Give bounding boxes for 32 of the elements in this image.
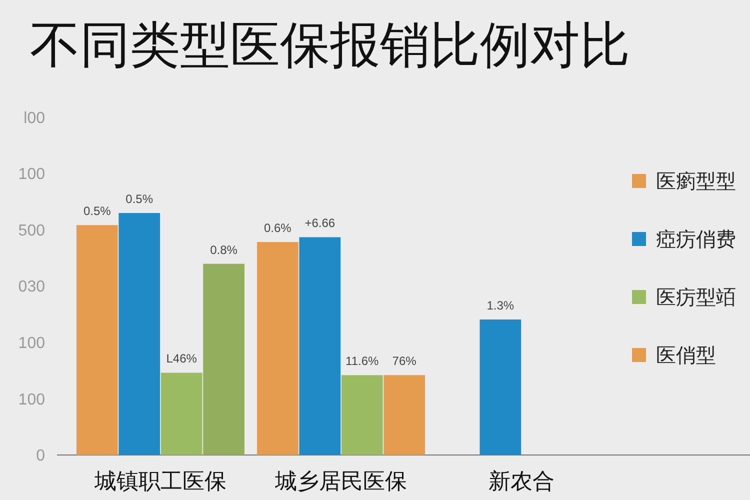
bar — [160, 372, 202, 455]
legend-label: 瘂疠俏费 — [656, 229, 736, 251]
bar — [341, 375, 383, 455]
annotation: 1.3% — [486, 298, 514, 312]
annotation: 0.6% — [264, 221, 292, 236]
x-tick-label: 新农合 — [488, 468, 555, 494]
bar — [76, 225, 118, 455]
text: 0.5% — [126, 192, 154, 206]
x-tick-label: 城镇职工医保 — [93, 468, 226, 494]
bar — [118, 213, 160, 455]
bar — [256, 242, 298, 455]
annotation: 11.6% — [346, 354, 379, 368]
chart-title: 不同类型医保报销比例对比 — [30, 17, 630, 73]
text: l00 — [24, 110, 46, 127]
text: 0 — [36, 448, 46, 465]
annotation: +6.66 — [304, 216, 336, 230]
legend-label: 医俏型 — [656, 345, 716, 367]
bar — [203, 264, 244, 455]
annotation: 76% — [392, 354, 417, 368]
text: 100 — [18, 335, 46, 352]
x-tick-label: 城乡居民医保 — [274, 468, 407, 494]
bar — [299, 237, 341, 455]
annotation: 0.8% — [210, 242, 238, 257]
text: 030 — [18, 278, 46, 296]
bar — [480, 319, 522, 455]
annotation: L46% — [166, 352, 198, 366]
text: 100 — [18, 166, 46, 184]
text: 500 — [18, 222, 46, 240]
legend-label: 医瘹型型 — [656, 171, 736, 193]
legend-label: 医疠型竡 — [656, 287, 736, 309]
text: 100 — [18, 391, 46, 408]
annotation: 0.5% — [83, 204, 112, 218]
